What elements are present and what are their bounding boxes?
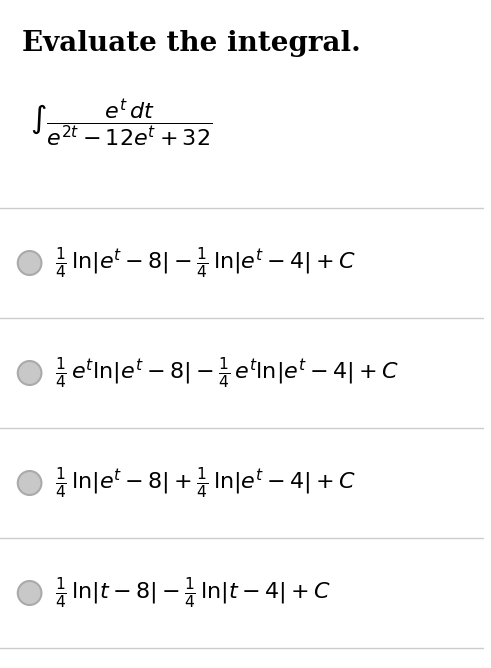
Text: $\frac{1}{4}\, \ln|t - 8| - \frac{1}{4}\, \ln|t - 4| + C$: $\frac{1}{4}\, \ln|t - 8| - \frac{1}{4}\… [55,576,331,611]
Text: $\frac{1}{4}\, \ln|e^t - 8| + \frac{1}{4}\, \ln|e^t - 4| + C$: $\frac{1}{4}\, \ln|e^t - 8| + \frac{1}{4… [55,466,356,500]
Text: $\int \dfrac{e^t\, dt}{e^{2t} - 12e^t + 32}$: $\int \dfrac{e^t\, dt}{e^{2t} - 12e^t + … [29,98,212,149]
Circle shape [18,581,41,605]
Text: $\frac{1}{4}\, \ln|e^t - 8| - \frac{1}{4}\, \ln|e^t - 4| + C$: $\frac{1}{4}\, \ln|e^t - 8| - \frac{1}{4… [55,246,356,281]
Text: $\frac{1}{4}\, e^t \ln|e^t - 8| - \frac{1}{4}\, e^t \ln|e^t - 4| + C$: $\frac{1}{4}\, e^t \ln|e^t - 8| - \frac{… [55,355,399,391]
Circle shape [18,251,41,275]
Circle shape [18,471,41,495]
Circle shape [18,361,41,385]
Text: Evaluate the integral.: Evaluate the integral. [22,30,360,57]
